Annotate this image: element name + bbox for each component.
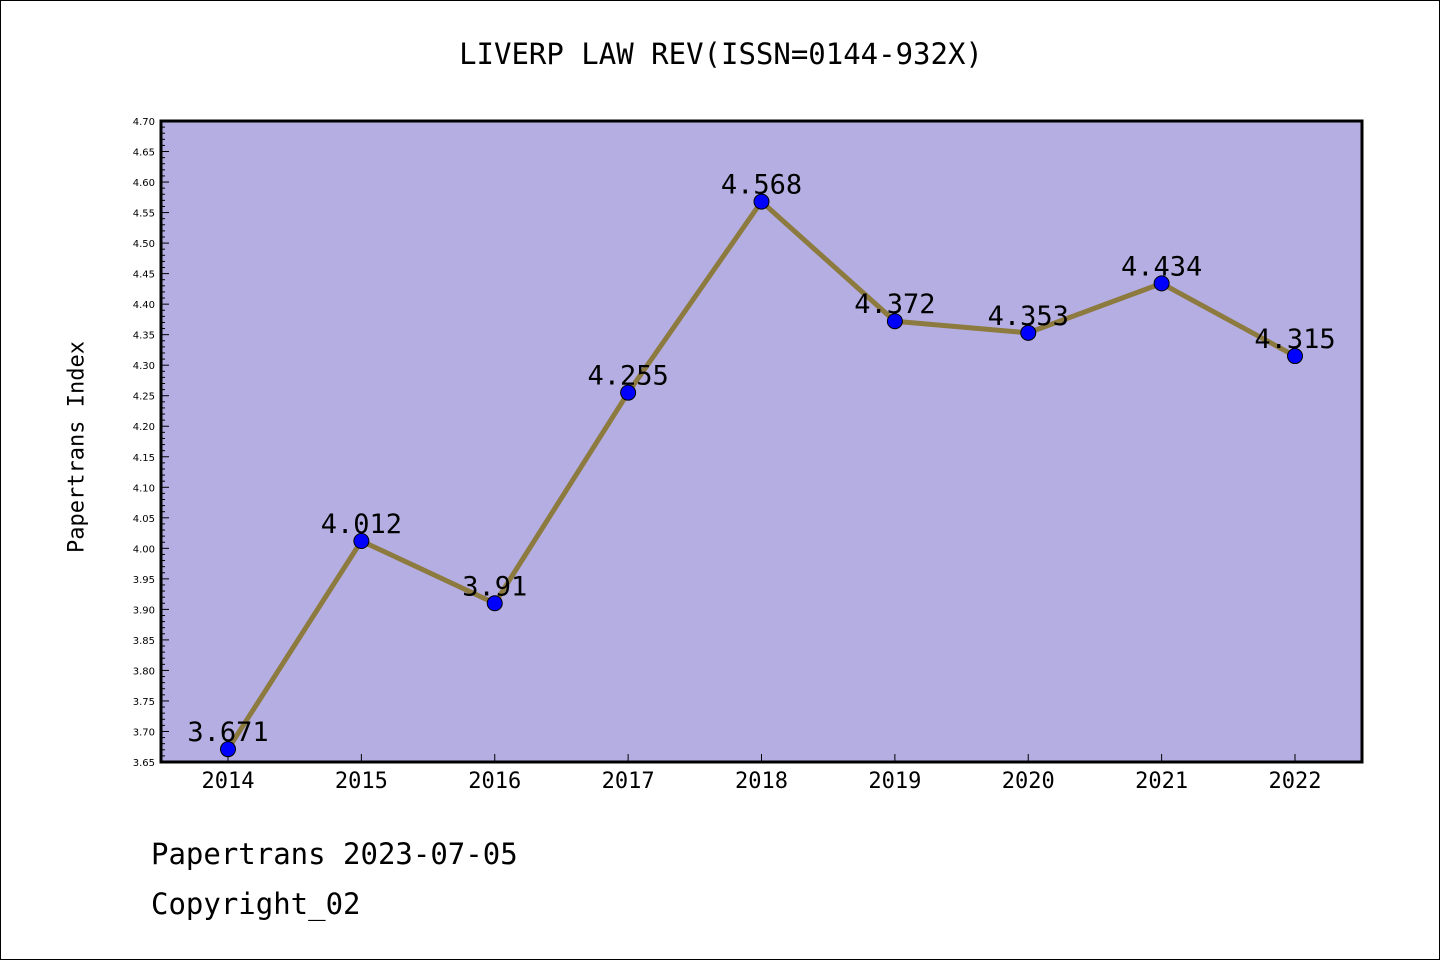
x-tick-label: 2019 <box>868 769 921 794</box>
y-tick-label: 4.10 <box>133 483 155 494</box>
y-tick-label: 3.70 <box>133 727 155 738</box>
x-tick-label: 2021 <box>1135 769 1188 794</box>
x-tick-label: 2018 <box>735 769 788 794</box>
y-tick-label: 4.70 <box>133 117 155 128</box>
y-tick-label: 4.40 <box>133 300 155 311</box>
data-point <box>353 533 370 550</box>
plot-border <box>159 119 1364 764</box>
data-label: 4.012 <box>321 509 402 540</box>
y-tick-label: 4.65 <box>133 148 155 159</box>
data-label: 4.315 <box>1254 324 1335 355</box>
data-label: 4.353 <box>988 301 1069 332</box>
data-point <box>620 384 637 401</box>
y-tick-label: 4.00 <box>133 544 155 555</box>
data-point <box>1153 275 1170 292</box>
y-tick-label: 4.15 <box>133 453 155 464</box>
x-tick-label: 2020 <box>1002 769 1055 794</box>
data-point <box>1020 324 1037 341</box>
plot-area <box>161 121 1362 762</box>
y-tick-label: 4.50 <box>133 239 155 250</box>
data-point <box>486 595 503 612</box>
data-label: 4.568 <box>721 170 802 201</box>
y-tick-label: 3.75 <box>133 697 155 708</box>
y-tick-label: 4.60 <box>133 178 155 189</box>
x-tick-label: 2014 <box>202 769 255 794</box>
x-tick-label: 2022 <box>1269 769 1322 794</box>
y-tick-label: 3.65 <box>133 758 155 769</box>
data-label: 4.255 <box>587 361 668 392</box>
y-tick-label: 4.05 <box>133 514 155 525</box>
y-tick-label: 3.90 <box>133 605 155 616</box>
y-tick-label: 3.80 <box>133 666 155 677</box>
x-tick-label: 2015 <box>335 769 388 794</box>
data-label: 3.91 <box>462 571 527 602</box>
footer-copyright: Copyright_02 <box>151 887 361 921</box>
y-tick-label: 4.55 <box>133 209 155 220</box>
data-label: 3.671 <box>187 717 268 748</box>
y-tick-label: 4.20 <box>133 422 155 433</box>
chart-title: LIVERP LAW REV(ISSN=0144-932X) <box>459 37 983 71</box>
y-tick-label: 4.30 <box>133 361 155 372</box>
y-tick-label: 4.45 <box>133 270 155 281</box>
data-point <box>886 313 903 330</box>
data-label: 4.434 <box>1121 251 1202 282</box>
y-tick-label: 4.25 <box>133 392 155 403</box>
x-tick-label: 2017 <box>602 769 655 794</box>
y-tick-label: 3.85 <box>133 636 155 647</box>
data-point <box>753 193 770 210</box>
x-tick-label: 2016 <box>468 769 521 794</box>
data-point <box>220 741 236 758</box>
y-tick-label: 4.35 <box>133 331 155 342</box>
footer-date: Papertrans 2023-07-05 <box>151 837 518 871</box>
y-tick-label: 3.95 <box>133 575 155 586</box>
data-point <box>1287 348 1303 365</box>
data-label: 4.372 <box>854 289 935 320</box>
